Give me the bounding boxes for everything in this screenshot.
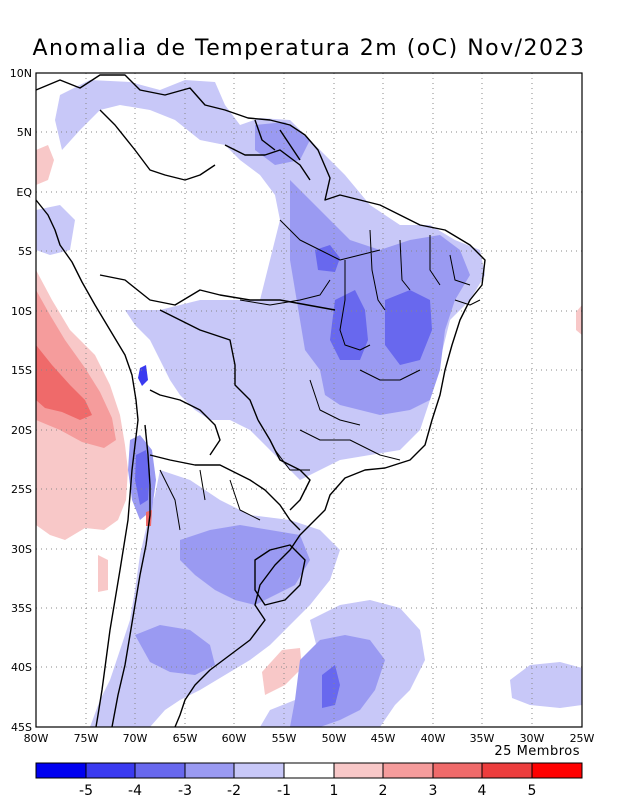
border-brazil-states: [239, 219, 481, 471]
colorbar-swatch: [185, 763, 234, 778]
colorbar-label: 2: [379, 783, 388, 799]
border-argentina-north: [149, 454, 301, 531]
colorbar-swatch: [532, 763, 582, 778]
anomaly-warm-east-edge: [576, 305, 582, 335]
map-title: Anomalia de Temperatura 2m (oC) Nov/2023: [32, 36, 586, 61]
border-argentina-provinces: [159, 469, 261, 531]
anomaly-warm-atlantic-south: [262, 648, 302, 695]
border-colombia-venezuela: [99, 109, 216, 181]
border-chile-argentina: [111, 424, 151, 728]
colorbar-labels: -5 -4 -3 -2 -1 1 2 3 4 5: [79, 783, 536, 799]
lon-label: 45W: [371, 732, 396, 745]
lon-label: 25W: [570, 732, 595, 745]
anomaly-cool-patagonia-mid: [135, 625, 215, 675]
coastline-pacific: [35, 199, 139, 728]
lat-label: 5N: [17, 126, 32, 139]
longitude-labels: 80W 75W 70W 65W 60W 55W 50W 45W 40W 35W …: [24, 732, 595, 745]
colorbar-label: 1: [330, 783, 339, 799]
country-borders: [35, 74, 486, 728]
colorbar-swatch: [334, 763, 383, 778]
lat-label: 35S: [11, 602, 32, 615]
members-label: 25 Membros: [494, 744, 580, 759]
lat-label: 30S: [11, 543, 32, 556]
colorbar-swatch: [284, 763, 334, 778]
lon-label: 80W: [24, 732, 49, 745]
lat-label: 10N: [10, 67, 32, 80]
border-bolivia-paraguay: [149, 389, 221, 456]
lat-label: 20S: [11, 424, 32, 437]
anomaly-cool-bolivia-strong: [138, 365, 148, 386]
lat-label: 40S: [11, 661, 32, 674]
lat-label: 15S: [11, 364, 32, 377]
lon-label: 65W: [173, 732, 198, 745]
lon-label: 30W: [520, 732, 545, 745]
colorbar-label: -5: [79, 783, 93, 799]
border-guianas-2: [254, 119, 301, 161]
colorbar-swatch: [135, 763, 185, 778]
anomaly-cool-east-strong: [385, 290, 432, 365]
lon-label: 40W: [421, 732, 446, 745]
anomaly-shading: [36, 80, 582, 727]
colorbar-label: 4: [478, 783, 487, 799]
lat-label: EQ: [16, 186, 32, 199]
colorbar-frame: [35, 762, 583, 779]
coastline-south-america: [35, 74, 486, 728]
anomaly-cool-southern-cone-mid: [180, 525, 310, 605]
border-guianas: [224, 144, 311, 181]
colorbar-label: -4: [128, 783, 142, 799]
colorbar-label: -2: [227, 783, 241, 799]
colorbar-swatch: [383, 763, 433, 778]
lon-label: 35W: [470, 732, 495, 745]
colorbar-dividers: [85, 763, 533, 778]
colorbar-swatch: [36, 763, 86, 778]
latitude-labels: 10N 5N EQ 5S 10S 15S 20S 25S 30S 35S 40S…: [10, 67, 33, 734]
lon-label: 70W: [123, 732, 148, 745]
colorbar-label: -3: [178, 783, 192, 799]
anomaly-cool-atlantic-strong: [322, 665, 340, 708]
colorbar-swatch: [482, 763, 532, 778]
colorbar-label: 3: [429, 783, 438, 799]
anomaly-warm-chile-coast: [98, 555, 108, 592]
colorbar: -5 -4 -3 -2 -1 1 2 3 4 5: [35, 762, 583, 799]
colorbar-label: 5: [528, 783, 537, 799]
lat-label: 10S: [11, 305, 32, 318]
anomaly-warm-northwest: [36, 145, 54, 185]
colorbar-swatch: [433, 763, 482, 778]
anomaly-cool-center-strong: [330, 290, 368, 360]
anomaly-warm-pacific-strong: [36, 345, 92, 420]
map-grid: [36, 73, 582, 727]
lon-label: 55W: [272, 732, 297, 745]
lon-label: 60W: [222, 732, 247, 745]
map-frame: [35, 72, 583, 728]
lat-label: 5S: [18, 245, 32, 258]
anomaly-cool-amazon-strong: [315, 245, 340, 272]
lon-label: 50W: [322, 732, 347, 745]
anomaly-cool-central-mid: [290, 180, 470, 415]
colorbar-swatch: [86, 763, 135, 778]
lat-label: 25S: [11, 483, 32, 496]
anomaly-cool-east-atlantic-light: [510, 662, 582, 708]
colorbar-swatch: [234, 763, 284, 778]
anomaly-cool-andes-strong: [135, 450, 150, 505]
border-brazil-bolivia: [159, 309, 259, 421]
colorbar-label: -1: [277, 783, 291, 799]
border-uruguay: [254, 544, 306, 606]
border-colombia-peru-brazil: [99, 274, 336, 311]
lat-label: 45S: [11, 721, 32, 734]
lon-label: 75W: [74, 732, 99, 745]
